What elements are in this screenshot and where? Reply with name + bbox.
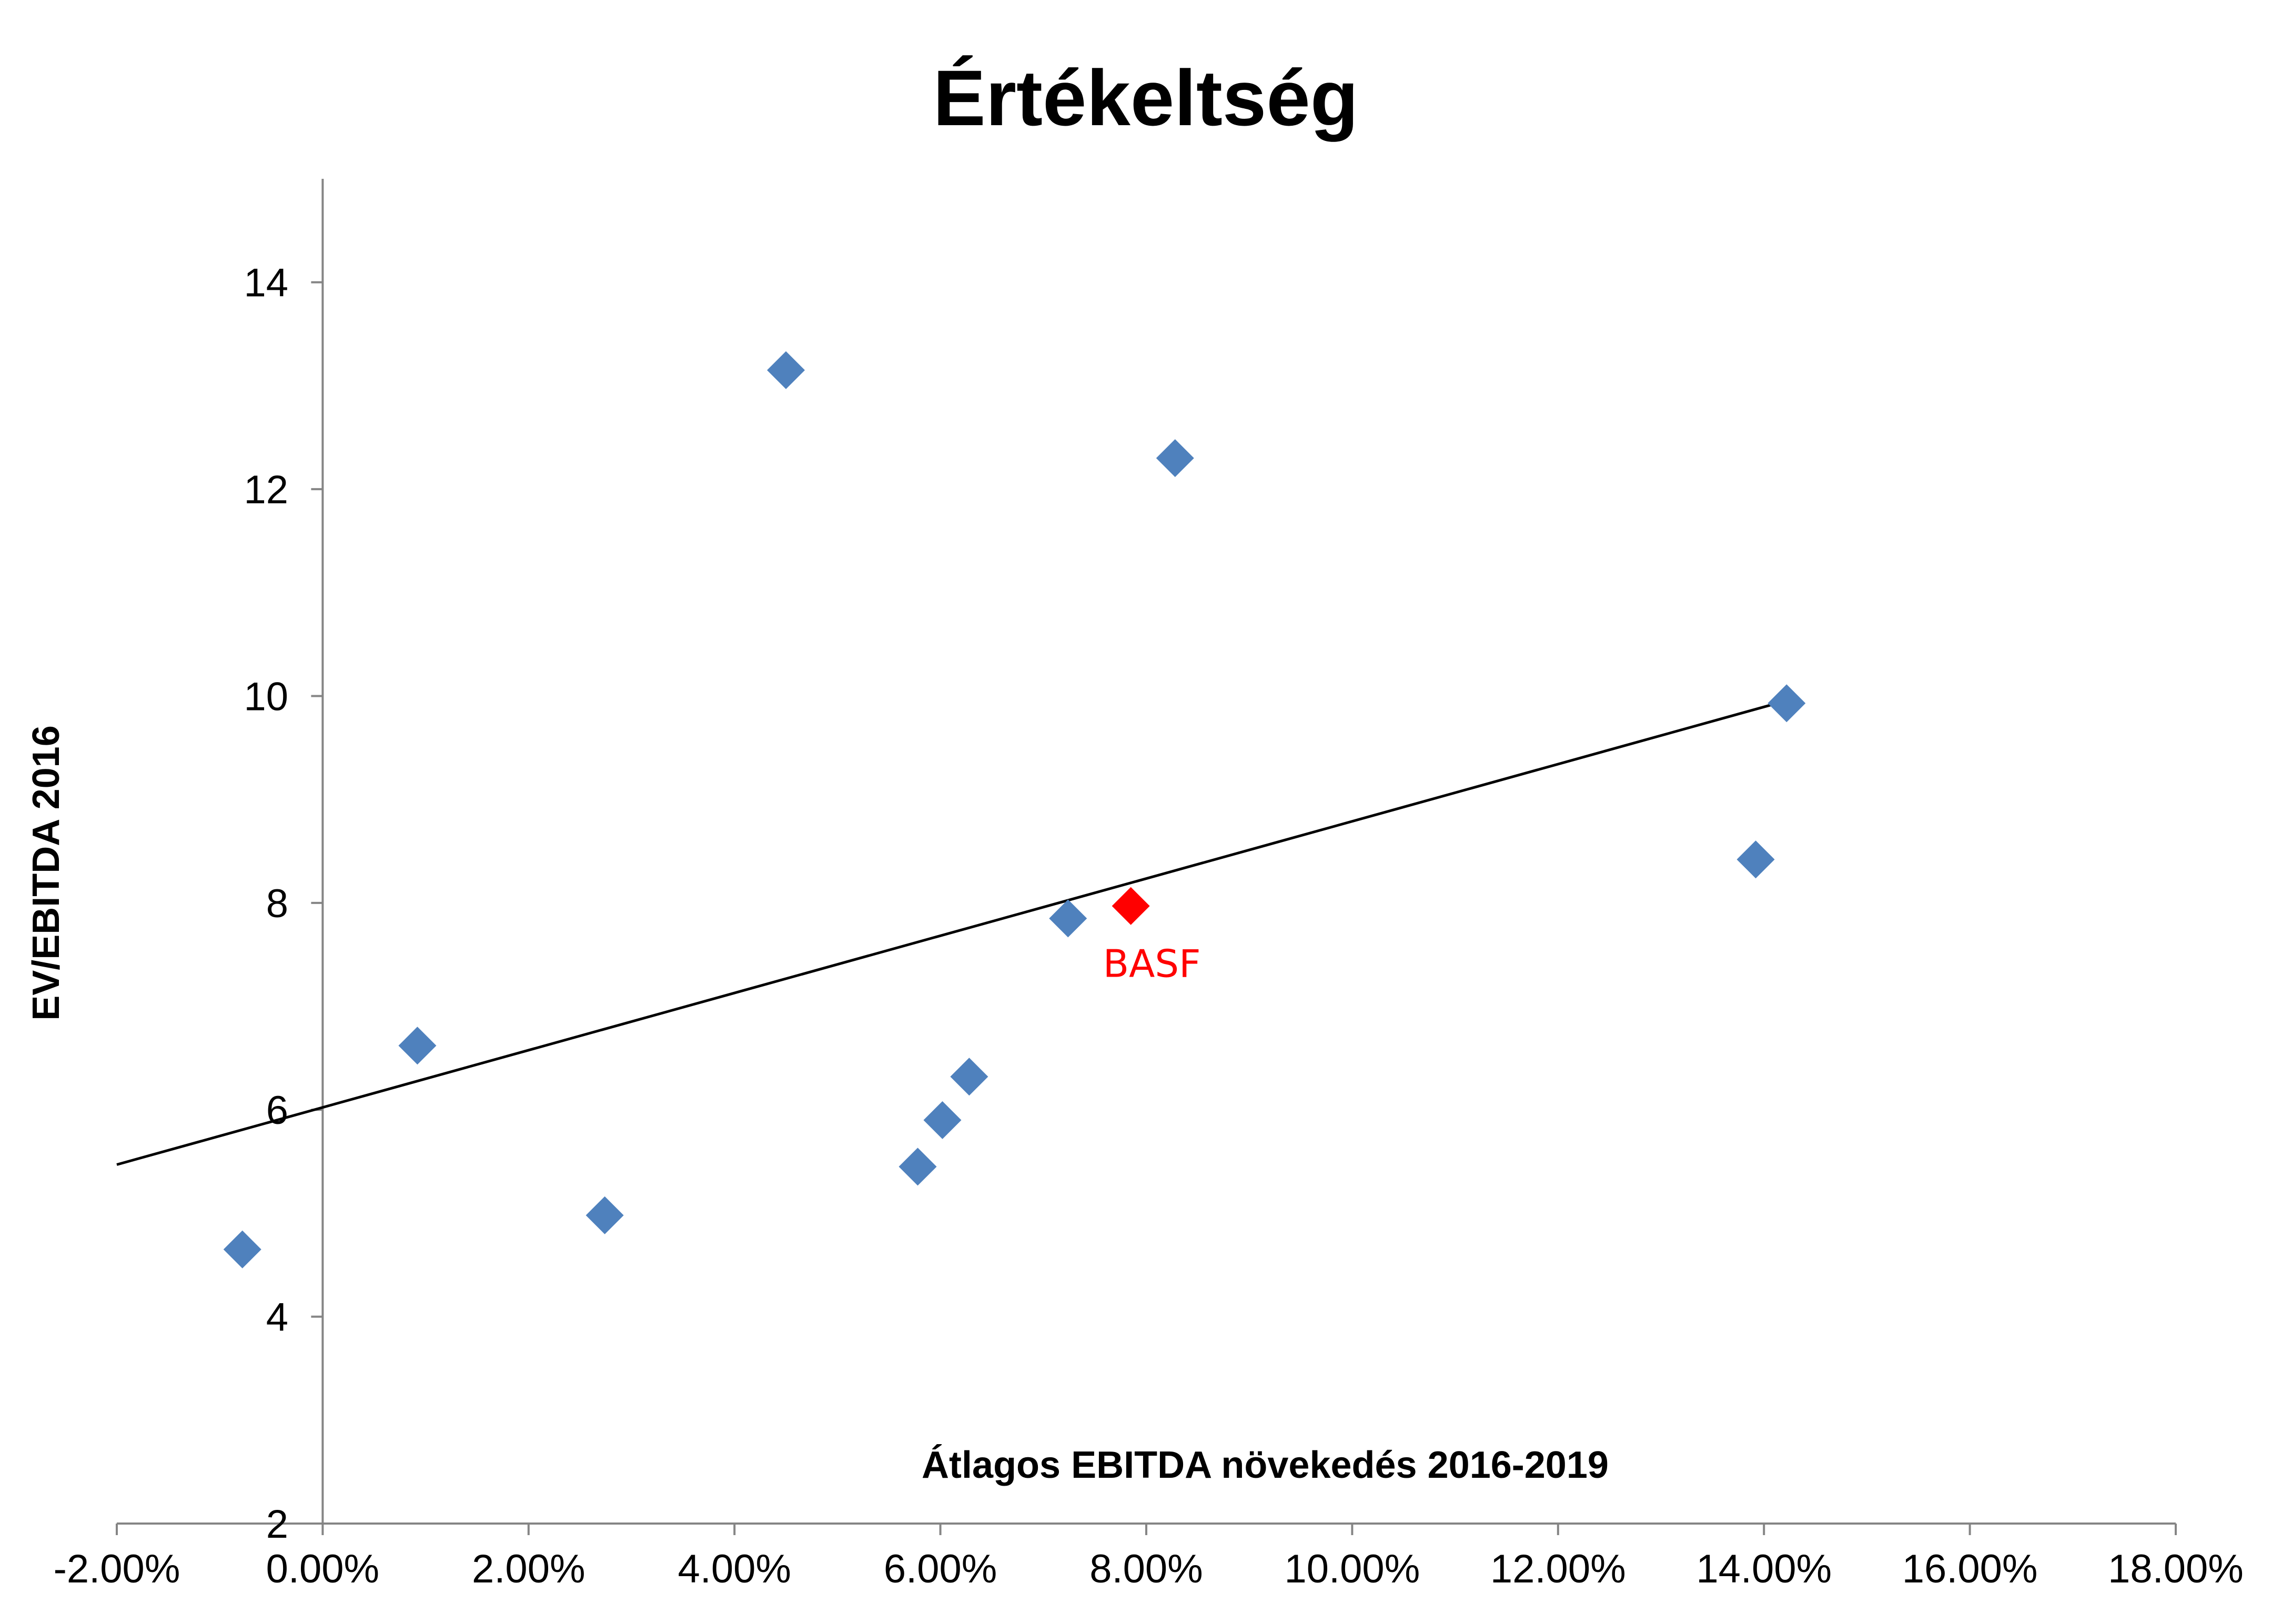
x-axis-label: Átlagos EBITDA növekedés 2016-2019 [922,1444,1609,1486]
data-points [223,351,1806,1268]
trendline [116,699,1785,1166]
x-tick-label: 2.00% [472,1547,585,1591]
data-point [767,351,805,389]
data-point [223,1230,261,1268]
y-tick-label: 2 [266,1502,288,1547]
x-tick-label: 6.00% [884,1547,997,1591]
y-tick-label: 6 [266,1088,288,1133]
x-tick-label: 16.00% [1902,1547,2038,1591]
x-tick-label: 14.00% [1696,1547,1832,1591]
data-point [898,1148,937,1186]
x-tick-label: 8.00% [1089,1547,1203,1591]
x-tick-label: 18.00% [2108,1547,2244,1591]
data-point [923,1101,962,1139]
x-tick-label: 12.00% [1490,1547,1626,1591]
y-axis-label: EV/EBITDA 2016 [25,725,67,1021]
x-tick-labels: -2.00% 0.00% 2.00% 4.00% 6.00% 8.00% 10.00% 12.… [54,1547,2244,1591]
y-tick-label: 4 [266,1295,288,1340]
data-point [1768,684,1806,723]
x-tick-label: 10.00% [1285,1547,1420,1591]
chart-title: Értékeltség [933,54,1359,142]
data-point [950,1058,988,1096]
data-point-basf [1112,887,1150,925]
y-tick-label: 12 [244,468,288,512]
y-tick-label: 8 [266,881,288,926]
x-tick-label: 0.00% [266,1547,380,1591]
data-point [398,1027,437,1065]
y-tick-label: 10 [244,674,288,719]
axes [116,179,2177,1535]
point-label: BASF [1103,942,1201,986]
data-point [1736,840,1775,879]
data-point [1156,439,1194,478]
point-labels: BASF [1103,942,1201,986]
y-tick-label: 14 [244,261,288,306]
x-tick-label: -2.00% [54,1547,180,1591]
trendline-group [116,699,1785,1166]
x-tick-label: 4.00% [678,1547,791,1591]
data-point [585,1196,624,1234]
y-tick-labels: 2 4 6 8 10 12 14 [244,261,288,1547]
data-point [1049,899,1087,938]
